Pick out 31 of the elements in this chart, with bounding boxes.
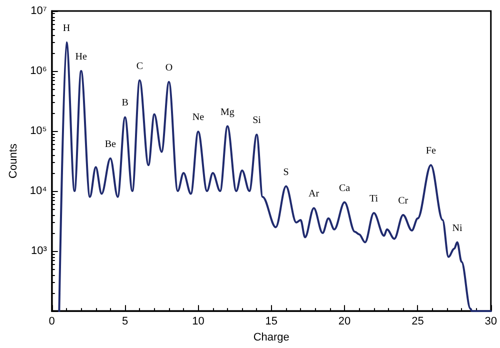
- annotation: S: [283, 166, 289, 178]
- x-tick-label: 25: [412, 316, 424, 328]
- x-tick-label: 5: [122, 316, 128, 328]
- annotation: Ne: [192, 112, 205, 124]
- annotation: Ti: [370, 194, 378, 205]
- annotation: He: [75, 52, 88, 63]
- x-tick-label: 20: [338, 316, 351, 328]
- y-tick-label: 10³: [30, 245, 48, 258]
- x-tick-label: 0: [48, 316, 55, 328]
- y-axis-title: Counts: [8, 143, 20, 178]
- annotation: H: [62, 22, 70, 34]
- annotation: Ni: [452, 222, 462, 234]
- x-tick-label: 30: [484, 316, 498, 328]
- annotation: Si: [252, 115, 262, 126]
- annotation: Ca: [338, 182, 351, 194]
- x-tick-label: 10: [192, 316, 204, 328]
- annotation: Ar: [308, 188, 320, 200]
- x-tick-label: 15: [265, 316, 278, 328]
- annotation: Fe: [426, 146, 436, 157]
- annotation: Cr: [398, 195, 409, 206]
- annotation: Be: [104, 138, 117, 150]
- y-tick-label: 10⁴: [30, 185, 48, 198]
- x-axis-title: Charge: [253, 332, 290, 344]
- annotation: B: [122, 98, 129, 109]
- y-tick-label: 10⁶: [30, 65, 47, 78]
- y-tick-label: 10⁵: [30, 125, 47, 138]
- annotation: C: [136, 60, 144, 72]
- annotation: Mg: [220, 106, 234, 118]
- y-tick-label: 10⁷: [30, 5, 47, 17]
- line-series: [58, 41, 492, 312]
- annotation: O: [165, 62, 173, 74]
